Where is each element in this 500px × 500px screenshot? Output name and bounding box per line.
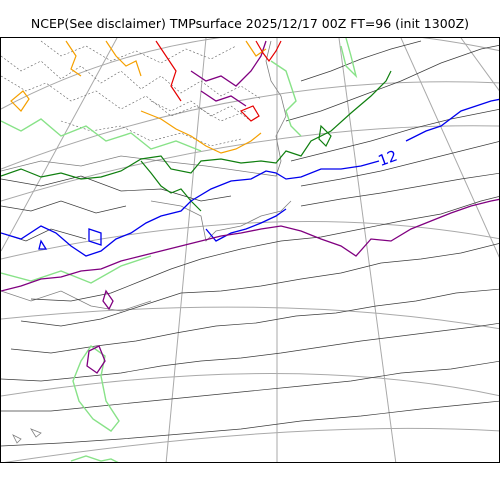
graticule-parallel [1,125,499,202]
temperature-contours-dark [1,40,499,447]
contour-label-12: 12 [376,147,400,170]
graticule-meridian [1,38,118,252]
map-frame: 12 [0,37,500,463]
graticule-parallel [1,81,499,170]
graticule-parallel [4,427,499,462]
contour-red [155,40,282,122]
contour-blue [1,98,499,257]
contour-light-green [1,38,358,462]
contour-orange [10,40,267,154]
contour-purple [1,40,499,374]
graticule-meridian [460,38,499,92]
page-title: NCEP(See disclaimer) TMPsurface 2025/12/… [30,16,470,31]
temperature-contours-negative [1,40,262,147]
map-canvas: 12 [1,38,499,462]
graticule-meridian [338,38,397,462]
coastline [1,40,292,444]
graticule-parallel [1,373,499,397]
graticule-parallel [1,306,499,330]
graticule-lines [1,38,499,462]
graticule-meridian [400,38,499,258]
graticule-parallel [1,38,499,110]
